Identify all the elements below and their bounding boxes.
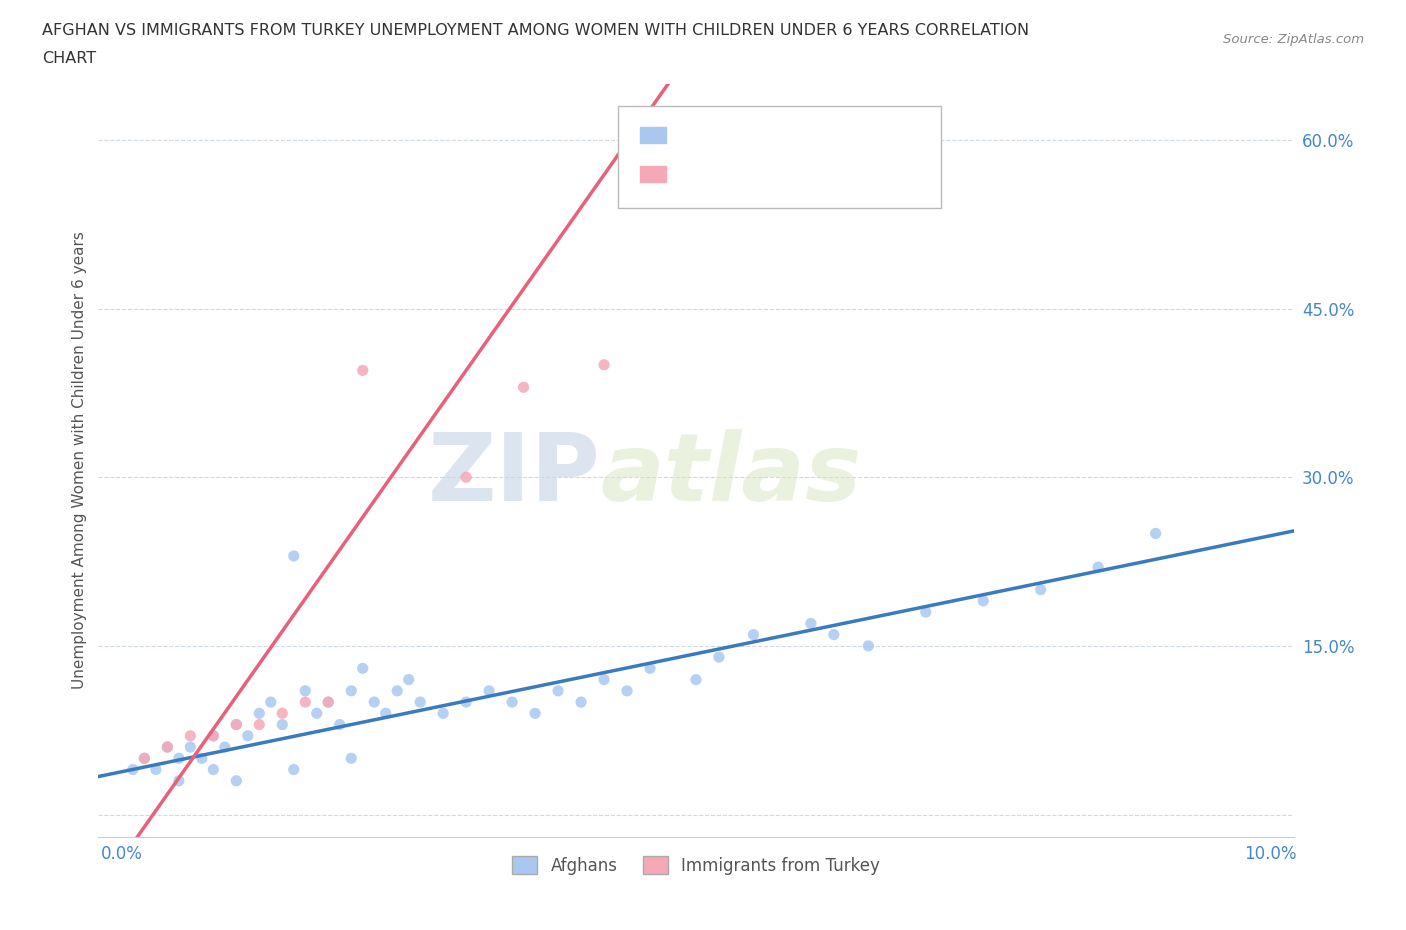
Point: [352, 363, 374, 378]
Text: 0.547: 0.547: [716, 126, 768, 144]
Point: [512, 379, 534, 394]
Point: [156, 739, 179, 754]
Point: [1144, 526, 1167, 541]
Y-axis label: Unemployment Among Women with Children Under 6 years: Unemployment Among Women with Children U…: [72, 232, 87, 689]
Point: [225, 717, 247, 732]
Text: AFGHAN VS IMMIGRANTS FROM TURKEY UNEMPLOYMENT AMONG WOMEN WITH CHILDREN UNDER 6 : AFGHAN VS IMMIGRANTS FROM TURKEY UNEMPLO…: [42, 23, 1029, 38]
Point: [225, 717, 247, 732]
Point: [547, 684, 569, 698]
FancyBboxPatch shape: [640, 126, 666, 143]
Text: N =: N =: [773, 166, 825, 183]
FancyBboxPatch shape: [619, 106, 941, 208]
Point: [236, 728, 259, 743]
Text: atlas: atlas: [600, 430, 862, 522]
Point: [385, 684, 409, 698]
Point: [374, 706, 396, 721]
Point: [340, 684, 363, 698]
Point: [569, 695, 592, 710]
Point: [156, 739, 179, 754]
Point: [214, 739, 236, 754]
Point: [524, 706, 547, 721]
Text: R =: R =: [678, 166, 717, 183]
Point: [638, 661, 661, 676]
Point: [858, 638, 880, 653]
Point: [316, 695, 339, 710]
Point: [294, 695, 316, 710]
Point: [616, 684, 638, 698]
Point: [271, 717, 294, 732]
Point: [179, 739, 201, 754]
Legend: Afghans, Immigrants from Turkey: Afghans, Immigrants from Turkey: [506, 849, 886, 882]
Point: [742, 627, 765, 642]
Point: [134, 751, 156, 765]
Point: [363, 695, 385, 710]
Point: [1029, 582, 1052, 597]
Point: [409, 695, 432, 710]
Point: [202, 762, 225, 777]
Point: [593, 357, 616, 372]
Point: [707, 650, 730, 665]
Point: [202, 728, 225, 743]
Point: [225, 774, 247, 789]
Point: [305, 706, 328, 721]
Text: R =: R =: [678, 126, 717, 144]
Text: N =: N =: [773, 126, 825, 144]
FancyBboxPatch shape: [640, 166, 666, 182]
Point: [260, 695, 283, 710]
Point: [914, 604, 936, 619]
Text: 12: 12: [820, 166, 842, 183]
Point: [247, 717, 270, 732]
Point: [432, 706, 454, 721]
Text: ZIP: ZIP: [427, 430, 600, 522]
Point: [145, 762, 167, 777]
Point: [340, 751, 363, 765]
Point: [283, 549, 305, 564]
Point: [478, 684, 501, 698]
Point: [456, 470, 478, 485]
Point: [352, 661, 374, 676]
Point: [685, 672, 707, 687]
Point: [800, 616, 823, 631]
Text: 0.727: 0.727: [716, 166, 768, 183]
Point: [202, 728, 225, 743]
Text: Source: ZipAtlas.com: Source: ZipAtlas.com: [1223, 33, 1364, 46]
Point: [247, 706, 270, 721]
Text: CHART: CHART: [42, 51, 96, 66]
Point: [122, 762, 145, 777]
Point: [329, 717, 352, 732]
Point: [316, 695, 339, 710]
Point: [593, 672, 616, 687]
Point: [167, 751, 190, 765]
Text: 52: 52: [820, 126, 842, 144]
Point: [398, 672, 420, 687]
Point: [167, 774, 190, 789]
Point: [191, 751, 214, 765]
Point: [823, 627, 845, 642]
Point: [972, 593, 994, 608]
Point: [294, 684, 316, 698]
Point: [456, 695, 478, 710]
Point: [179, 728, 201, 743]
Point: [501, 695, 523, 710]
Point: [283, 762, 305, 777]
Point: [271, 706, 294, 721]
Point: [134, 751, 156, 765]
Point: [1087, 560, 1109, 575]
